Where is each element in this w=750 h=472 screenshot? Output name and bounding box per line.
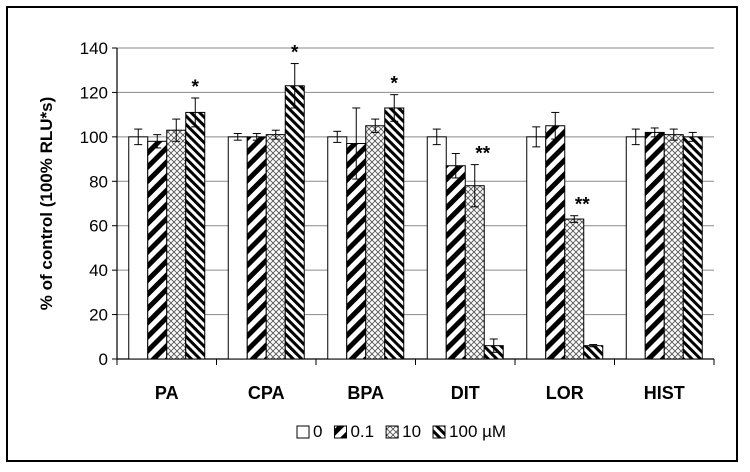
- legend-label: 0.1: [350, 422, 374, 441]
- y-tick-label: 40: [89, 261, 108, 280]
- bar-pa-0: [128, 136, 149, 360]
- bar-lor-0: [526, 136, 547, 360]
- bar-lor-3: [583, 345, 604, 360]
- significance-marker: **: [575, 195, 590, 216]
- bar-cpa-0: [227, 136, 248, 360]
- bar-dit-0: [426, 136, 447, 360]
- bar-lor-1: [545, 125, 566, 360]
- category-label: BPA: [347, 383, 384, 403]
- bar-pa-2: [166, 129, 187, 360]
- bar-bpa-3: [384, 107, 405, 360]
- legend: 0 0.1 10 100 µM: [296, 422, 506, 441]
- significance-marker: *: [291, 43, 299, 64]
- category-label: DIT: [451, 383, 480, 403]
- y-tick-label: 120: [80, 83, 108, 102]
- y-tick-label: 80: [89, 172, 108, 191]
- y-tick-label: 140: [80, 39, 108, 58]
- legend-label: 0: [313, 422, 322, 441]
- category-label: HIST: [644, 383, 685, 403]
- bar-bpa-2: [365, 125, 386, 360]
- legend-label: 10: [402, 422, 421, 441]
- legend-swatch: [333, 425, 347, 439]
- bars: [128, 85, 703, 360]
- significance-marker: *: [192, 77, 200, 98]
- y-tick-label: 20: [89, 306, 108, 325]
- significance-marker: **: [475, 144, 490, 165]
- category-label: PA: [155, 383, 179, 403]
- bar-lor-2: [564, 218, 585, 360]
- bar-hist-3: [682, 136, 703, 360]
- bar-hist-0: [625, 136, 646, 360]
- error-bars: [134, 63, 697, 353]
- y-axis-title: % of control (100% RLU*s): [37, 97, 56, 310]
- legend-swatch: [432, 425, 446, 439]
- labels: 0 20 40 60 80 100 120 140 % of control (100% RLU…: [37, 39, 685, 403]
- y-tick-label: 0: [99, 350, 108, 369]
- significance-marker: *: [391, 74, 399, 95]
- bar-hist-1: [644, 131, 665, 360]
- bar-cpa-2: [265, 134, 286, 360]
- bar-dit-1: [445, 165, 466, 360]
- bar-cpa-3: [284, 85, 305, 360]
- bar-hist-2: [663, 134, 684, 360]
- bar-cpa-1: [246, 136, 267, 360]
- category-label: LOR: [546, 383, 584, 403]
- bar-pa-3: [185, 111, 206, 360]
- bar-dit-2: [464, 185, 485, 360]
- legend-swatch: [296, 425, 310, 439]
- gridlines: [117, 47, 714, 316]
- bar-bpa-0: [327, 136, 348, 360]
- axes: [112, 47, 715, 365]
- y-tick-label: 100: [80, 128, 108, 147]
- y-tick-label: 60: [89, 217, 108, 236]
- category-label: CPA: [248, 383, 285, 403]
- legend-swatch: [385, 425, 399, 439]
- bar-pa-1: [147, 140, 168, 360]
- legend-label: 100 µM: [449, 422, 506, 441]
